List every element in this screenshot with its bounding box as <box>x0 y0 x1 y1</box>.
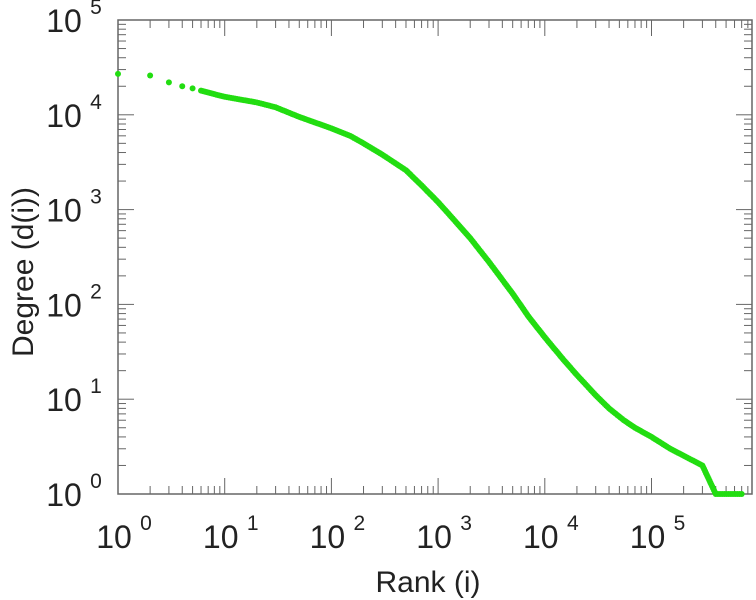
y-tick-exponent: 4 <box>90 91 102 114</box>
y-axis-title: Degree (d(i)) <box>7 187 40 357</box>
x-tick-exponent: 1 <box>247 512 259 535</box>
x-tick-exponent: 3 <box>460 512 472 535</box>
x-tick-label: 10 <box>203 519 239 555</box>
x-tick-exponent: 0 <box>140 512 152 535</box>
x-tick-exponent: 4 <box>567 512 579 535</box>
data-point <box>165 79 172 86</box>
x-tick-labels: 10 0 10 1 10 2 10 3 10 4 10 5 <box>96 512 685 555</box>
x-tick-label: 10 <box>523 519 559 555</box>
y-tick-label: 10 <box>46 477 82 513</box>
minor-ticks <box>117 19 752 495</box>
data-point <box>179 83 186 90</box>
x-tick-label: 10 <box>96 519 132 555</box>
y-tick-exponent: 2 <box>90 280 102 303</box>
plot-frame <box>117 19 753 495</box>
data-point <box>115 70 121 77</box>
y-tick-label: 10 <box>46 3 82 39</box>
data-point <box>147 72 154 79</box>
x-tick-exponent: 2 <box>354 512 366 535</box>
data-point <box>189 85 196 92</box>
x-tick-label: 10 <box>310 519 346 555</box>
y-tick-exponent: 5 <box>90 0 102 19</box>
x-tick-exponent: 5 <box>674 512 686 535</box>
plot-border <box>117 19 753 495</box>
y-tick-label: 10 <box>46 98 82 134</box>
y-tick-label: 10 <box>46 382 82 418</box>
y-tick-exponent: 0 <box>90 470 102 493</box>
y-tick-label: 10 <box>46 287 82 323</box>
y-tick-exponent: 3 <box>90 186 102 209</box>
y-tick-exponent: 1 <box>90 375 102 398</box>
x-tick-label: 10 <box>630 519 666 555</box>
y-tick-labels: 10 0 10 1 10 2 10 3 10 4 10 5 <box>46 0 102 513</box>
x-axis-title: Rank (i) <box>375 566 480 599</box>
x-tick-label: 10 <box>416 519 452 555</box>
data-points <box>115 70 745 497</box>
y-tick-label: 10 <box>46 193 82 229</box>
data-point <box>738 491 745 497</box>
